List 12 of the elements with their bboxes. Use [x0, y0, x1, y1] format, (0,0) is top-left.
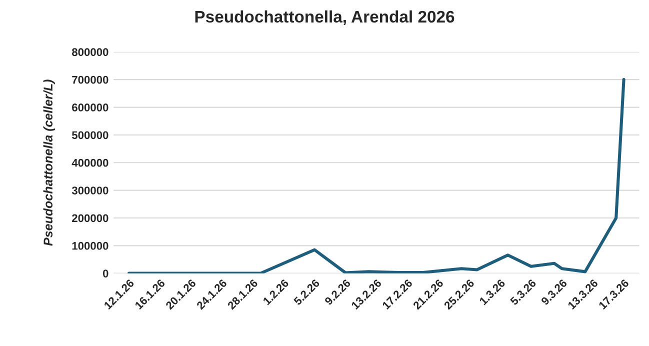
y-tick-label: 100000: [72, 242, 108, 250]
y-tick-label: 500000: [72, 131, 108, 140]
y-tick-label: 400000: [72, 158, 108, 167]
y-tick-label: 700000: [72, 76, 108, 84]
line-series: [128, 78, 626, 274]
y-tick-label: 200000: [72, 214, 108, 222]
y-tick-label: 0: [102, 270, 108, 278]
chart-title: Pseudochattonella, Arendal 2026: [195, 10, 454, 26]
y-tick-label: 800000: [72, 48, 108, 56]
y-axis-title: Pseudochattonella (celler/L): [43, 80, 55, 246]
y-tick-label: 600000: [72, 104, 108, 112]
y-tick-label: 300000: [72, 186, 108, 194]
